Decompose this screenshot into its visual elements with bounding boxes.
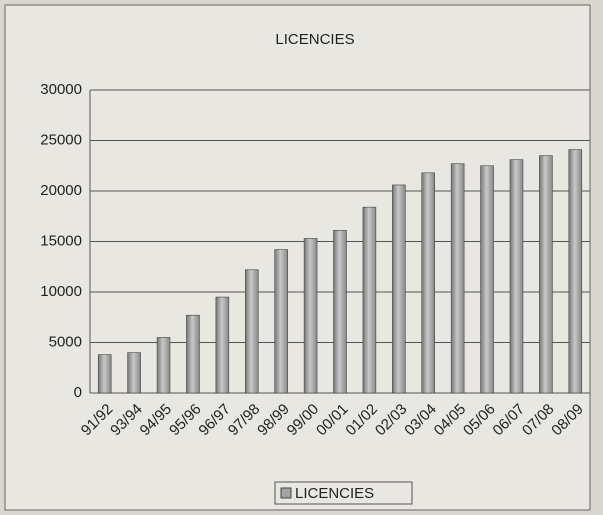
- bar: [156, 337, 171, 394]
- bar: [97, 354, 112, 394]
- bar: [244, 269, 259, 394]
- bar: [362, 206, 377, 394]
- bar: [186, 314, 200, 394]
- bar: [127, 352, 141, 394]
- bar: [450, 163, 465, 394]
- bar: [539, 155, 553, 394]
- y-tick-label: 5000: [49, 333, 82, 350]
- bar: [568, 149, 583, 394]
- bar: [509, 159, 524, 394]
- y-tick-label: 10000: [40, 283, 82, 300]
- y-tick-label: 15000: [40, 232, 82, 249]
- chart-title: LICENCIES: [275, 31, 354, 48]
- bar: [215, 296, 230, 394]
- legend-swatch: [280, 487, 292, 499]
- y-tick-label: 20000: [40, 182, 82, 199]
- y-tick-label: 25000: [40, 131, 82, 148]
- bar: [274, 249, 288, 394]
- legend-label: LICENCIES: [295, 485, 374, 502]
- bar: [333, 230, 347, 394]
- y-tick-label: 0: [74, 384, 82, 401]
- bar: [303, 238, 318, 394]
- bar: [421, 172, 436, 394]
- bar: [392, 184, 406, 394]
- legend-box: [274, 481, 413, 505]
- y-tick-label: 30000: [40, 81, 82, 98]
- bar: [480, 165, 494, 394]
